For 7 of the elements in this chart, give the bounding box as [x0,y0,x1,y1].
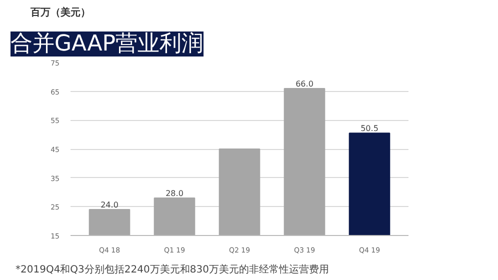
y-axis-title: 百万（美元） [30,6,90,18]
text: *2019Q4和Q3分别包括2240万美元和830万美元的非经常性运营费用 [16,264,329,276]
data-label: 28.0 [166,189,184,198]
data-label: 24.0 [100,200,118,210]
chart-title: 合并GAAP营业利润 [10,32,204,56]
data-label: 50.5 [360,124,378,134]
data-label: 66.0 [296,79,314,88]
